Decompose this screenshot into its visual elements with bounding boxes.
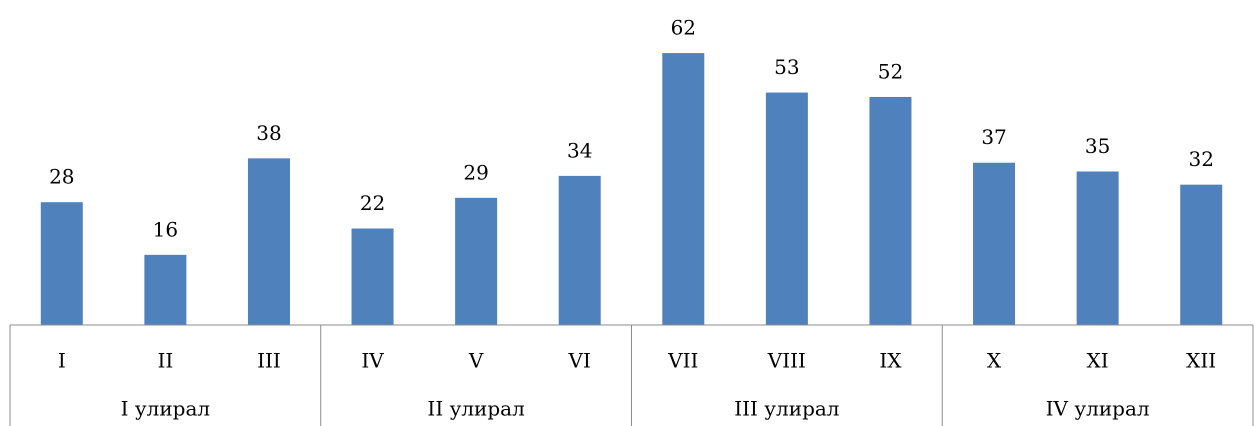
x-tick-label: V bbox=[468, 349, 484, 373]
data-label: 16 bbox=[153, 217, 178, 241]
data-label: 53 bbox=[774, 55, 799, 79]
group-label: I улирал bbox=[121, 397, 211, 421]
bar bbox=[247, 158, 290, 325]
data-label: 34 bbox=[567, 138, 592, 162]
x-tick-label: VII bbox=[667, 349, 698, 373]
group-label: III улирал bbox=[734, 397, 839, 421]
x-tick-label: I bbox=[58, 349, 66, 373]
bar bbox=[869, 96, 912, 325]
x-tick-label: IV bbox=[361, 349, 384, 373]
bar bbox=[351, 228, 394, 325]
data-label: 52 bbox=[878, 59, 903, 83]
bar bbox=[144, 254, 187, 325]
x-tick-label: XI bbox=[1087, 349, 1109, 373]
data-label: 38 bbox=[256, 121, 281, 145]
x-tick-label: VIII bbox=[767, 349, 806, 373]
data-label: 28 bbox=[49, 165, 74, 189]
data-label: 22 bbox=[360, 191, 385, 215]
bar bbox=[973, 162, 1016, 325]
x-tick-label: IX bbox=[879, 349, 902, 373]
bar bbox=[1180, 184, 1223, 325]
data-label: 62 bbox=[671, 16, 696, 40]
x-tick-label: II bbox=[157, 349, 173, 373]
group-label: IV улирал bbox=[1046, 397, 1150, 421]
data-label: 29 bbox=[463, 160, 488, 184]
data-label: 37 bbox=[981, 125, 1006, 149]
data-label: 35 bbox=[1085, 134, 1110, 158]
x-tick-label: XII bbox=[1186, 349, 1216, 373]
bar bbox=[558, 175, 601, 325]
x-tick-label: III bbox=[257, 349, 281, 373]
bar bbox=[765, 92, 808, 325]
bar bbox=[662, 53, 705, 325]
bar bbox=[455, 197, 498, 325]
data-label: 32 bbox=[1188, 147, 1213, 171]
x-tick-label: VI bbox=[568, 349, 591, 373]
bar bbox=[40, 202, 83, 325]
bar bbox=[1076, 171, 1119, 325]
group-label: II улирал bbox=[427, 397, 524, 421]
x-tick-label: X bbox=[987, 349, 1002, 373]
